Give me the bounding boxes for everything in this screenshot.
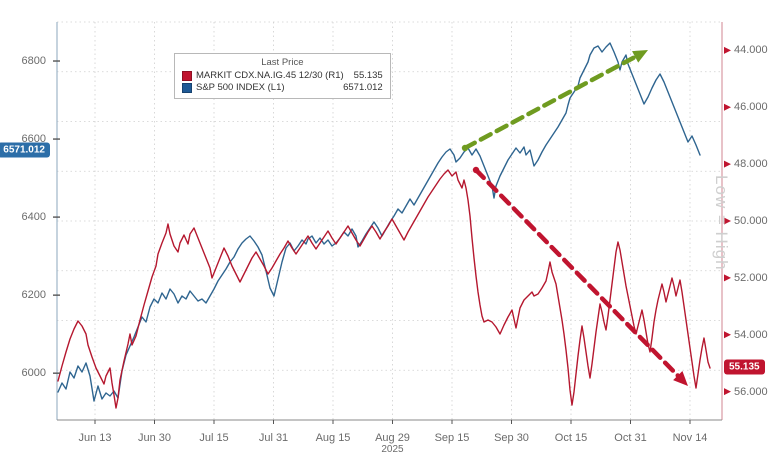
y-right-tick: 54.000 bbox=[734, 328, 768, 341]
legend-entry: MARKIT CDX.NA.IG.45 12/30 (R1) 55.135 bbox=[182, 70, 383, 82]
y-left-tick: 6000 bbox=[21, 367, 46, 380]
y-right-tick: 48.000 bbox=[734, 158, 768, 171]
x-axis-tick: Aug 29 bbox=[375, 432, 410, 444]
y-left-tick: 6600 bbox=[21, 133, 46, 146]
y-right-tick: 46.000 bbox=[734, 101, 768, 114]
y-right-tick: 56.000 bbox=[734, 385, 768, 398]
y-right-tick: 44.000 bbox=[734, 44, 768, 57]
y-left-tick: 6400 bbox=[21, 211, 46, 224]
x-axis-tick: Oct 31 bbox=[614, 432, 647, 444]
x-axis-tick: Sep 15 bbox=[434, 432, 470, 444]
chart-legend: Last Price MARKIT CDX.NA.IG.45 12/30 (R1… bbox=[174, 53, 391, 99]
left-price-badge: 6571.012 bbox=[0, 142, 50, 158]
legend-series-name: S&P 500 INDEX (L1) bbox=[196, 82, 285, 93]
x-axis-tick: Aug 15 bbox=[315, 432, 351, 444]
x-axis-tick: Jun 30 bbox=[137, 432, 172, 444]
x-axis-year-label: 2025 bbox=[381, 444, 404, 455]
legend-series-value: 55.135 bbox=[353, 70, 383, 81]
x-axis-tick: Nov 14 bbox=[672, 432, 708, 444]
legend-color-swatch bbox=[182, 83, 192, 93]
legend-series-name: MARKIT CDX.NA.IG.45 12/30 (R1) bbox=[196, 70, 344, 81]
x-axis-tick: Sep 30 bbox=[494, 432, 529, 444]
legend-series-value: 6571.012 bbox=[343, 82, 383, 93]
x-axis-tick: Jun 13 bbox=[78, 432, 112, 444]
x-axis-tick: Jul 31 bbox=[258, 432, 289, 444]
y-left-tick: 6200 bbox=[21, 289, 46, 302]
chart-watermark: Low = High bbox=[712, 175, 731, 271]
legend-entry: S&P 500 INDEX (L1) 6571.012 bbox=[182, 82, 383, 94]
right-price-badge: 55.135 bbox=[724, 359, 765, 375]
legend-title: Last Price bbox=[261, 57, 304, 68]
x-axis-tick: Oct 15 bbox=[554, 432, 588, 444]
right-axis: 44.000 46.000 48.000 50.000 52.000 54.000 56.0… bbox=[722, 0, 777, 471]
left-axis: 6800 6600 6400 6200 6000 6571.012 bbox=[0, 0, 52, 471]
x-axis-tick: Jul 15 bbox=[199, 432, 229, 444]
legend-entries: MARKIT CDX.NA.IG.45 12/30 (R1) 55.135 S&P … bbox=[182, 70, 383, 94]
y-right-tick: 52.000 bbox=[734, 271, 768, 284]
y-right-tick: 50.000 bbox=[734, 215, 768, 227]
legend-color-swatch bbox=[182, 71, 192, 81]
y-left-tick: 6800 bbox=[21, 55, 46, 68]
